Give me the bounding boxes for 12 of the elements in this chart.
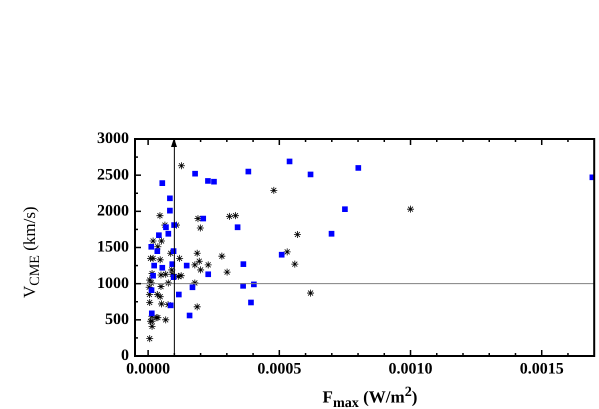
x-tick-label: 0.0015 [520, 360, 564, 378]
x-tick-label: 0.0010 [388, 360, 433, 378]
y-tick-label: 500 [105, 310, 129, 328]
x-tick-label: 0.0000 [126, 360, 170, 378]
x-tick-label: 0.0005 [257, 360, 302, 378]
y-tick-label: 2500 [97, 166, 129, 184]
y-tick-label: 3000 [97, 130, 129, 148]
y-tick-label: 1000 [97, 274, 129, 292]
y-tick-label: 0 [121, 347, 129, 364]
x-axis-title: F$_{max}$ (W/m$^{2}$) [322, 384, 418, 409]
y-tick-label: 1500 [97, 238, 129, 256]
y-tick-label: 2000 [97, 202, 129, 220]
